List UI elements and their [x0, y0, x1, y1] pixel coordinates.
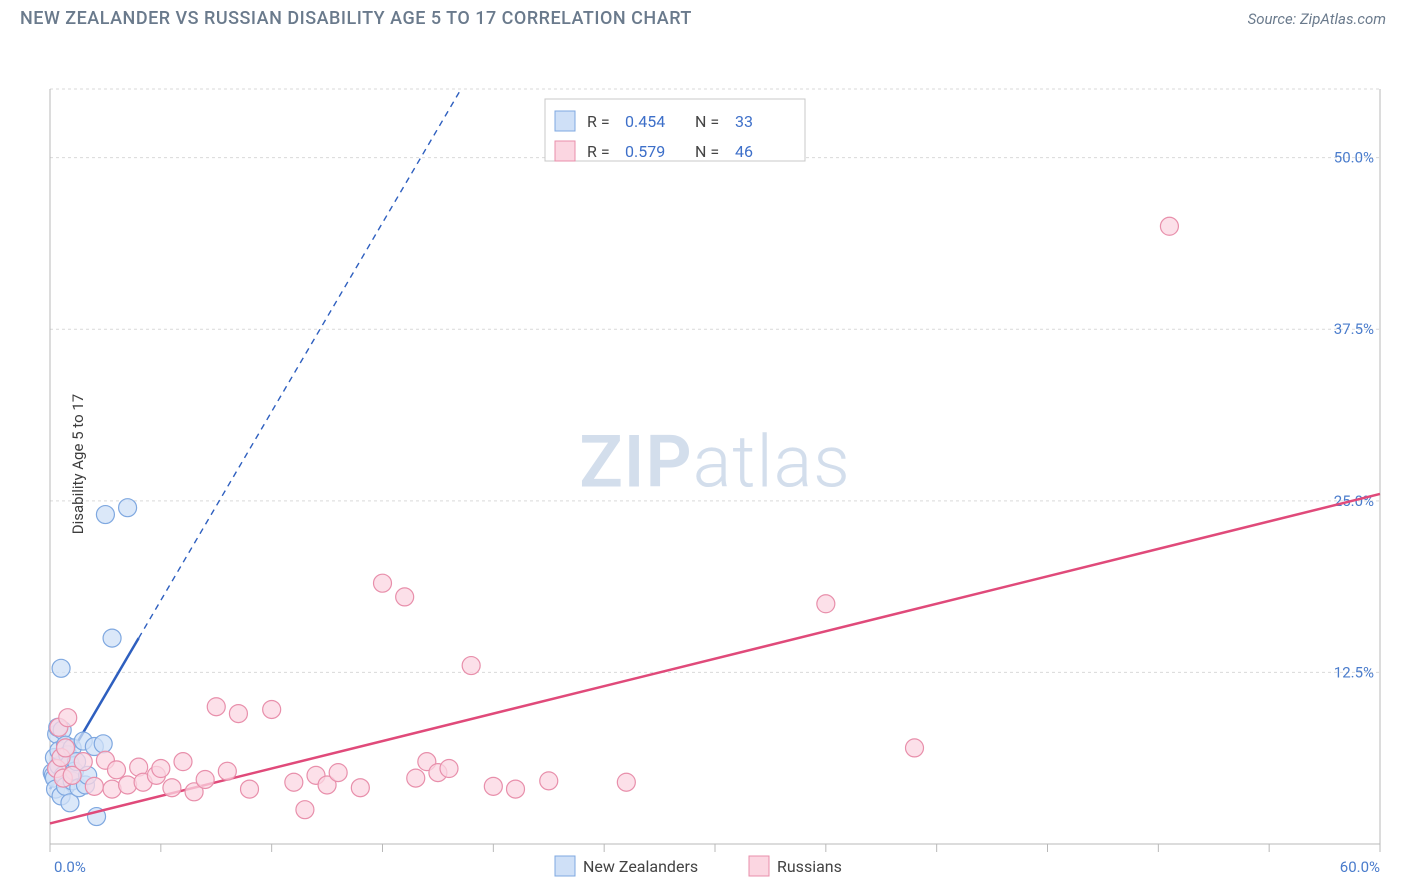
legend-swatch — [555, 141, 575, 161]
data-point — [74, 753, 92, 771]
legend-series-label: New Zealanders — [583, 857, 698, 876]
legend-series-label: Russians — [777, 857, 842, 876]
source-name: ZipAtlas.com — [1300, 10, 1386, 28]
data-point — [906, 739, 924, 757]
source-attribution: Source: ZipAtlas.com — [1248, 10, 1386, 28]
data-point — [263, 700, 281, 718]
data-point — [229, 705, 247, 723]
trend-line-dashed — [139, 89, 461, 638]
data-point — [103, 629, 121, 647]
data-point — [617, 773, 635, 791]
data-point — [540, 772, 558, 790]
legend-stats-box — [545, 99, 805, 161]
data-point — [108, 761, 126, 779]
data-point — [329, 764, 347, 782]
legend-n-label: N = — [695, 142, 719, 161]
chart-header: NEW ZEALANDER VS RUSSIAN DISABILITY AGE … — [0, 0, 1406, 39]
legend-swatch — [555, 111, 575, 131]
chart-container: Disability Age 5 to 17 ZIPatlas0.0%60.0%… — [0, 39, 1406, 889]
data-point — [296, 801, 314, 819]
data-point — [119, 776, 137, 794]
x-tick-label: 0.0% — [54, 858, 86, 876]
data-point — [817, 595, 835, 613]
source-prefix: Source: — [1248, 10, 1300, 28]
data-point — [94, 735, 112, 753]
data-point — [374, 574, 392, 592]
data-point — [1160, 217, 1178, 235]
legend-swatch — [555, 856, 575, 876]
data-point — [196, 770, 214, 788]
data-point — [174, 753, 192, 771]
legend-r-value: 0.579 — [625, 142, 665, 161]
data-point — [241, 780, 259, 798]
data-point — [57, 739, 75, 757]
y-tick-label: 50.0% — [1334, 149, 1374, 167]
x-tick-label: 60.0% — [1340, 858, 1380, 876]
data-point — [285, 773, 303, 791]
data-point — [119, 499, 137, 517]
data-point — [85, 777, 103, 795]
data-point — [396, 588, 414, 606]
legend-swatch — [749, 856, 769, 876]
y-tick-label: 12.5% — [1334, 663, 1374, 681]
data-point — [462, 657, 480, 675]
data-point — [96, 506, 114, 524]
data-point — [59, 709, 77, 727]
data-point — [207, 698, 225, 716]
legend-r-label: R = — [587, 112, 610, 131]
data-point — [507, 780, 525, 798]
watermark: ZIPatlas — [579, 420, 851, 505]
legend-r-label: R = — [587, 142, 610, 161]
y-axis-label: Disability Age 5 to 17 — [69, 394, 87, 534]
legend-n-value: 33 — [735, 112, 753, 131]
data-point — [152, 760, 170, 778]
data-point — [351, 779, 369, 797]
data-point — [218, 762, 236, 780]
data-point — [163, 779, 181, 797]
trend-line — [50, 494, 1380, 823]
chart-title: NEW ZEALANDER VS RUSSIAN DISABILITY AGE … — [20, 8, 692, 29]
legend-n-value: 46 — [735, 142, 753, 161]
data-point — [407, 769, 425, 787]
y-tick-label: 37.5% — [1334, 320, 1374, 338]
data-point — [484, 777, 502, 795]
data-point — [440, 760, 458, 778]
data-point — [52, 659, 70, 677]
legend-r-value: 0.454 — [625, 112, 665, 131]
correlation-scatter-chart: ZIPatlas0.0%60.0%12.5%25.0%37.5%50.0%R =… — [0, 39, 1406, 889]
legend-n-label: N = — [695, 112, 719, 131]
